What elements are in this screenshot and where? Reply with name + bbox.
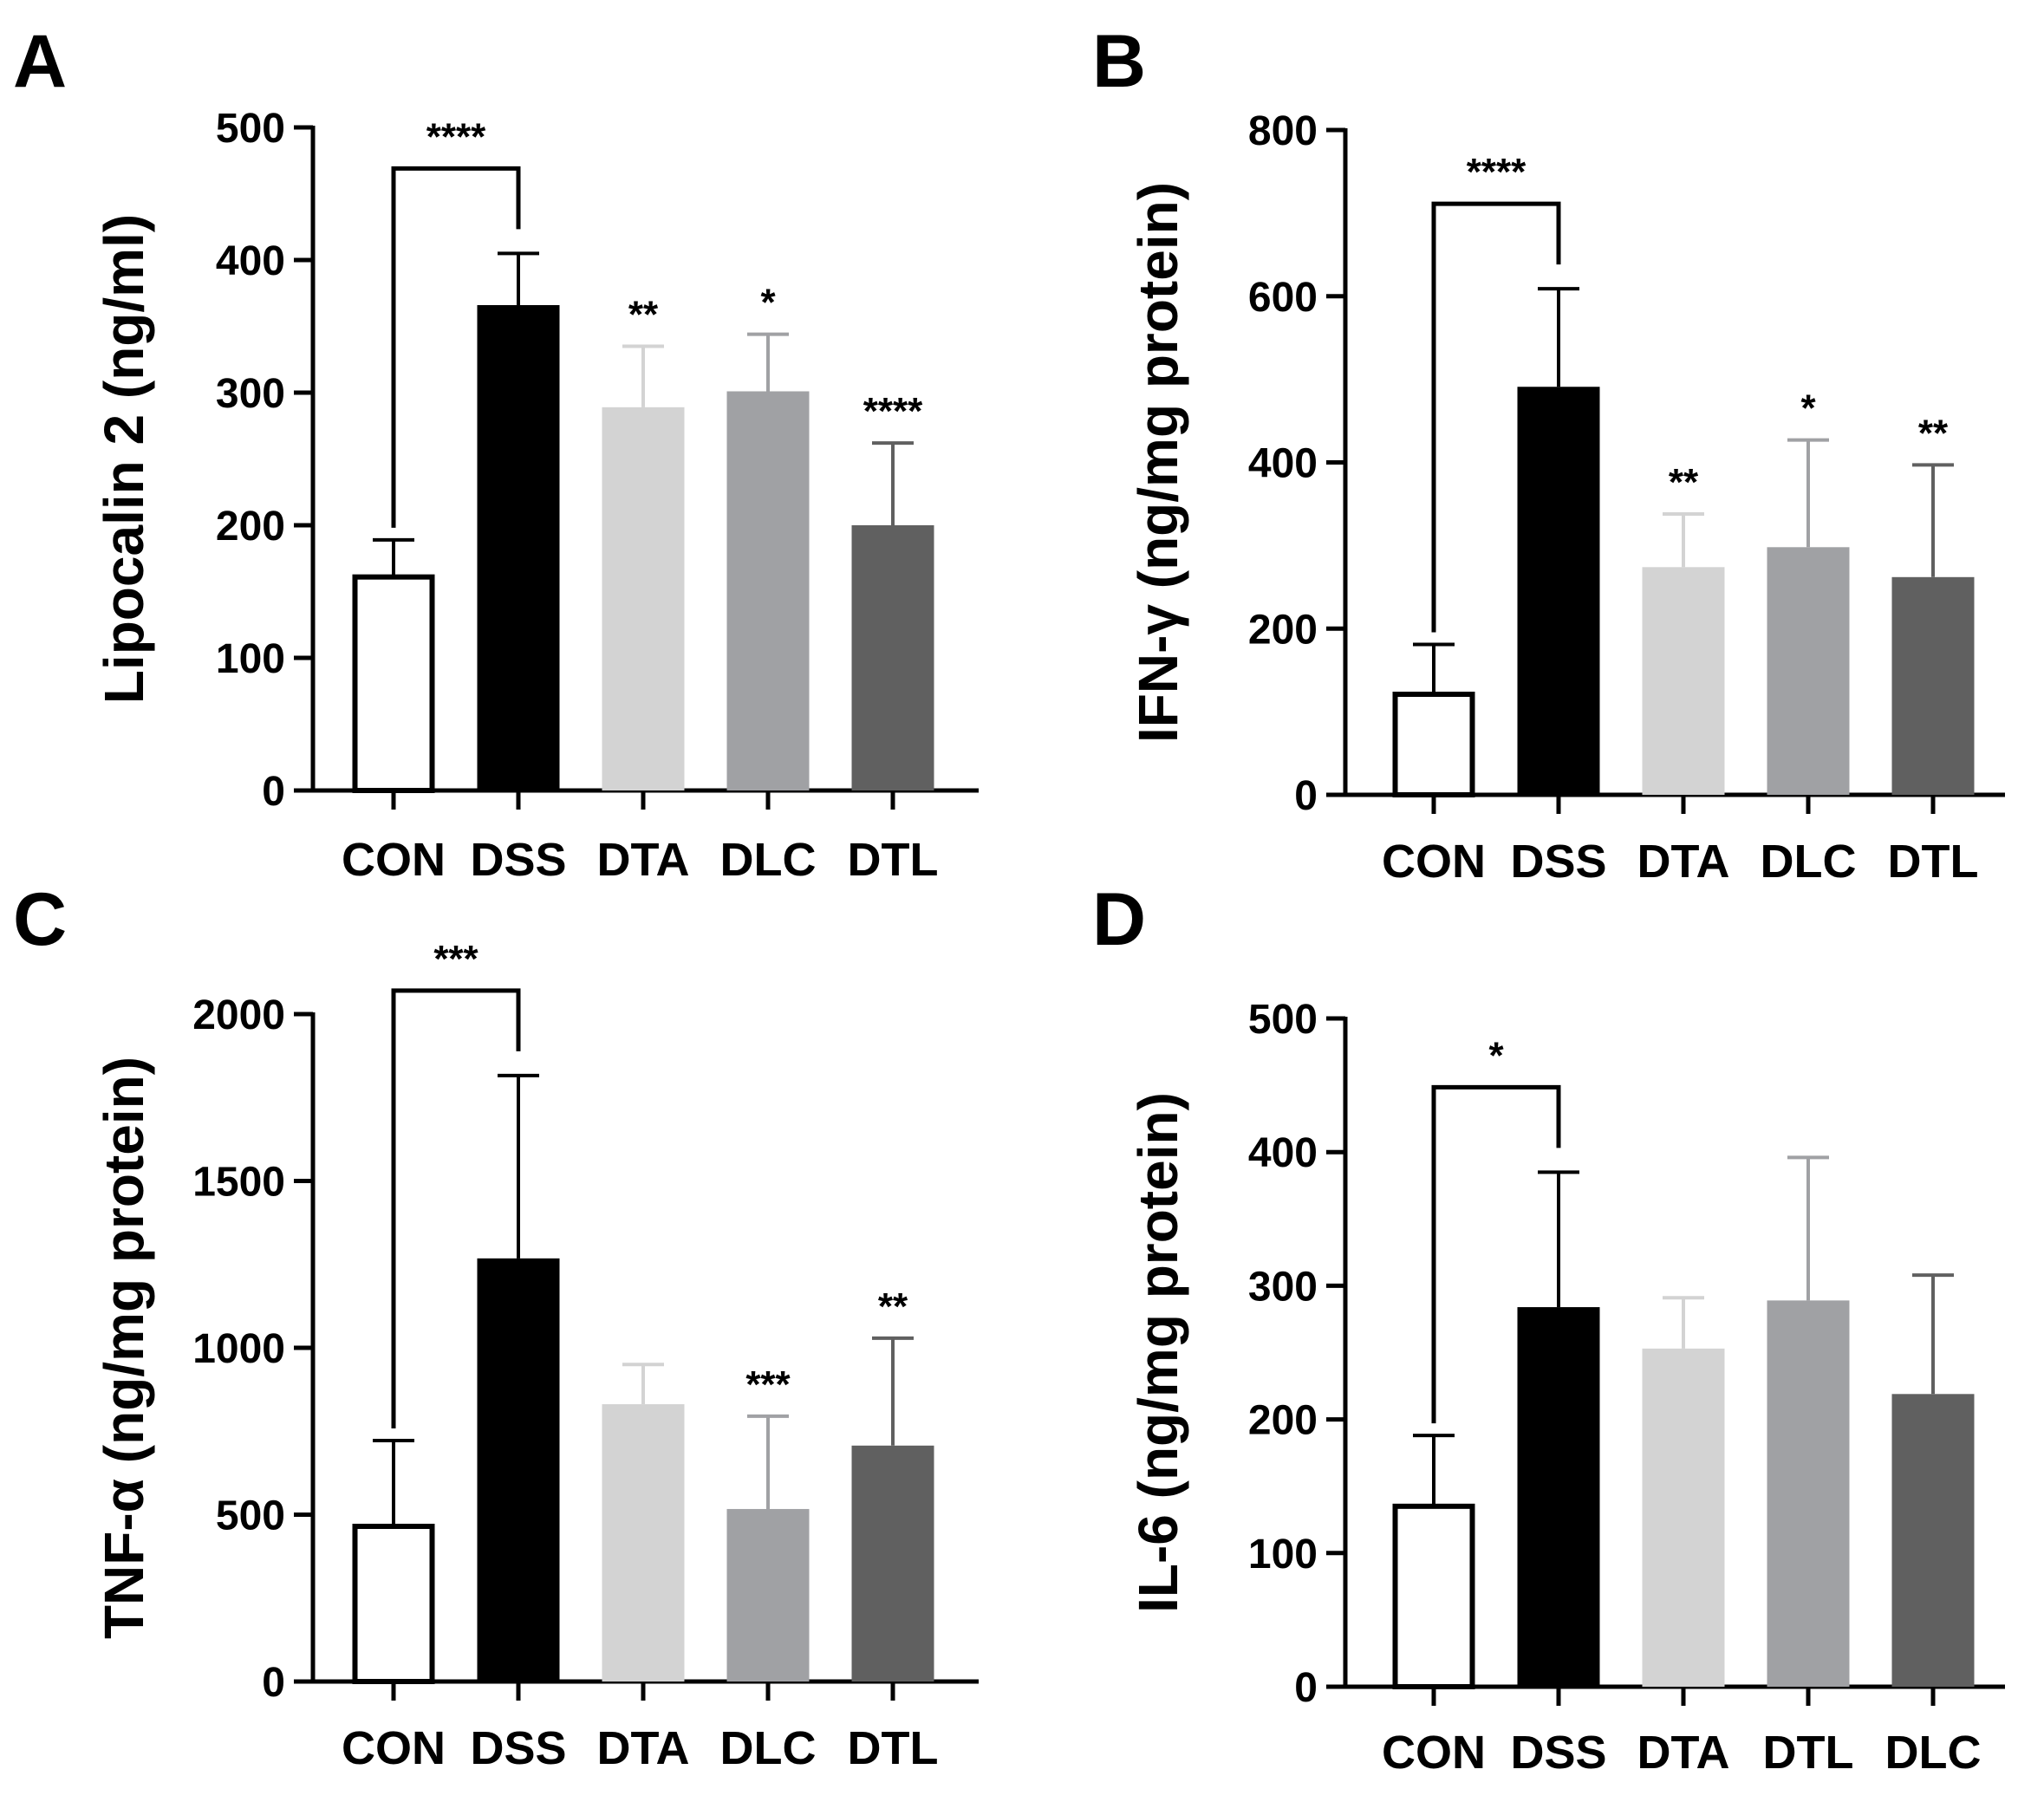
comparison-bracket [1431, 1084, 1561, 1424]
panel-letter: B [1092, 20, 1146, 103]
bar [851, 525, 934, 790]
y-tick-label: 0 [262, 1660, 285, 1706]
bar [1767, 547, 1850, 795]
x-tick-label: DTL [848, 834, 939, 886]
bar [1517, 1307, 1600, 1687]
bar [602, 1404, 685, 1682]
x-tick-label: CON [342, 834, 446, 886]
significance-label: ** [1918, 412, 1949, 454]
x-tick-label: DTA [1637, 836, 1730, 888]
x-tick-label: CON [1382, 836, 1486, 888]
bar [1891, 576, 1975, 795]
significance-label: ** [878, 1285, 908, 1328]
chart-panel-d: D IL-6 (ng/mg protein) 0 100 200 300 400 500 CON… [1092, 878, 2005, 1779]
bar [352, 574, 435, 793]
chart-panel-a: A Lipocalin 2 (ng/ml) 0 100 200 300 400 500 CON D… [13, 20, 979, 886]
chart-panel-c: C TNF-α (ng/mg protein) 0 500 1000 1500 2000 CO… [13, 878, 979, 1774]
y-tick-label: 2000 [192, 992, 285, 1038]
x-tick-label: DTL [848, 1722, 939, 1774]
bracket-significance-label: *** [433, 938, 478, 980]
x-tick-label: DSS [470, 1722, 566, 1774]
bar [1767, 1300, 1850, 1687]
x-tick-label: DSS [470, 834, 566, 886]
bar [1392, 691, 1475, 798]
bar [1392, 1503, 1475, 1689]
y-tick-label: 600 [1248, 275, 1318, 321]
panel-letter: D [1092, 878, 1146, 961]
y-tick-label: 400 [1248, 441, 1318, 487]
significance-label: * [1800, 387, 1816, 430]
y-tick-label: 0 [1294, 1665, 1318, 1711]
y-axis-label: Lipocalin 2 (ng/ml) [93, 214, 155, 704]
panel-letter: A [13, 20, 67, 103]
significance-label: * [760, 282, 776, 324]
x-tick-label: DTL [1888, 836, 1979, 888]
y-tick-label: 200 [1248, 1398, 1318, 1444]
y-tick-label: 100 [1248, 1532, 1318, 1578]
y-tick-label: 400 [216, 238, 285, 284]
y-tick-label: 300 [216, 371, 285, 417]
comparison-bracket [391, 166, 521, 528]
x-tick-label: DLC [1885, 1727, 1982, 1779]
x-tick-label: DSS [1510, 1727, 1606, 1779]
panel-letter: C [13, 878, 67, 961]
bar [352, 1523, 435, 1684]
bar [1642, 1348, 1725, 1687]
y-tick-label: 500 [1248, 997, 1318, 1043]
bar [477, 305, 560, 790]
y-tick-label: 200 [1248, 607, 1318, 653]
bar [1517, 387, 1600, 795]
significance-label: **** [863, 390, 923, 433]
x-tick-label: CON [342, 1722, 446, 1774]
y-tick-label: 500 [216, 1493, 285, 1539]
y-tick-label: 300 [1248, 1264, 1318, 1310]
bar [602, 407, 685, 790]
y-tick-label: 0 [262, 769, 285, 815]
y-tick-label: 0 [1294, 773, 1318, 819]
significance-label: *** [745, 1363, 791, 1406]
chart-panel-b: B IFN-γ (ng/mg protein) 0 200 400 600 800 CON DS… [1092, 20, 2005, 888]
y-tick-label: 500 [216, 106, 285, 152]
x-tick-label: DLC [1761, 836, 1857, 888]
bar [1891, 1394, 1975, 1687]
y-tick-label: 1000 [192, 1326, 285, 1372]
y-axis-label: IL-6 (ng/mg protein) [1127, 1092, 1189, 1613]
x-tick-label: DTL [1763, 1727, 1854, 1779]
y-tick-label: 800 [1248, 108, 1318, 154]
y-axis-label: IFN-γ (ng/mg protein) [1127, 182, 1189, 743]
x-tick-label: DLC [720, 1722, 817, 1774]
y-tick-label: 100 [216, 636, 285, 682]
bar [726, 391, 810, 790]
significance-label: ** [1669, 461, 1699, 504]
x-tick-label: DSS [1510, 836, 1606, 888]
x-tick-label: DTA [1637, 1727, 1730, 1779]
bar [1642, 567, 1725, 795]
x-tick-label: CON [1382, 1727, 1486, 1779]
x-tick-label: DTA [597, 1722, 690, 1774]
bar [726, 1508, 810, 1682]
bar [477, 1258, 560, 1682]
comparison-bracket [391, 988, 521, 1429]
y-tick-label: 400 [1248, 1130, 1318, 1176]
bracket-significance-label: **** [426, 115, 486, 158]
x-tick-label: DTA [597, 834, 690, 886]
bracket-significance-label: **** [1467, 151, 1526, 193]
significance-label: ** [628, 293, 659, 335]
comparison-bracket [1431, 201, 1561, 633]
bracket-significance-label: * [1488, 1034, 1504, 1077]
y-tick-label: 200 [216, 504, 285, 550]
y-axis-label: TNF-α (ng/mg protein) [93, 1057, 155, 1639]
x-tick-label: DLC [720, 834, 817, 886]
bar [851, 1445, 934, 1682]
y-tick-label: 1500 [192, 1160, 285, 1206]
